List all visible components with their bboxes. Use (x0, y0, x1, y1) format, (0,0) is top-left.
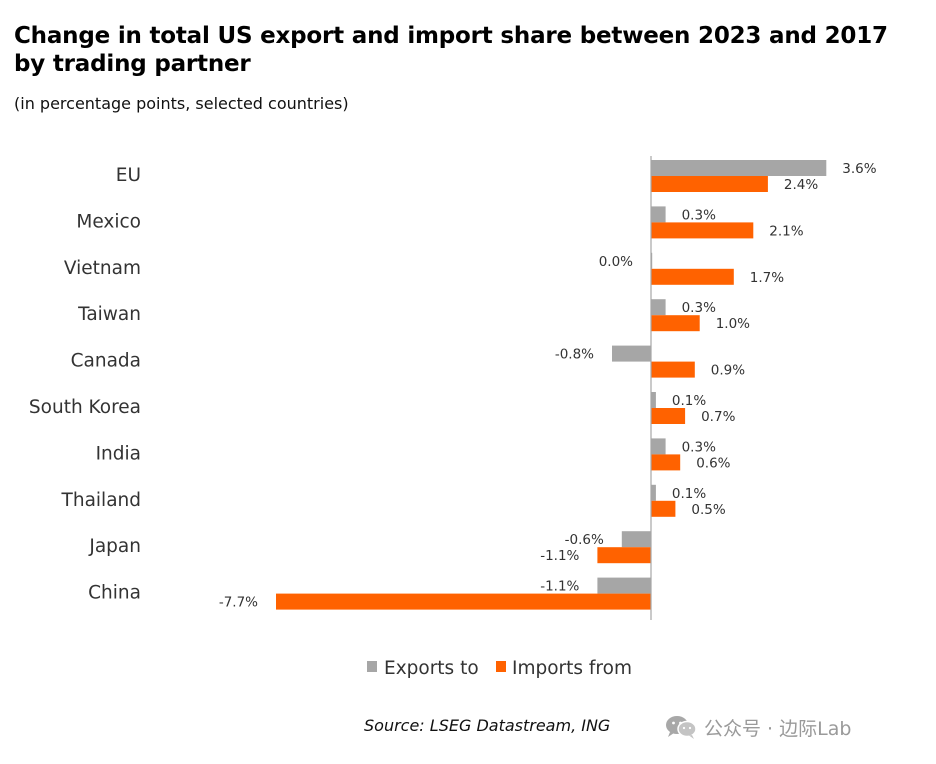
category-label: Taiwan (77, 304, 141, 325)
wechat-icon (666, 716, 697, 739)
bar-exports (651, 484, 656, 501)
bars-layer: EU 3.6% 2.4% Mexico 0.3% 2.1% Vietnam 0.0% 1.7% T… (29, 160, 877, 611)
category-label: China (88, 583, 141, 604)
category-label: Mexico (76, 211, 141, 232)
bar-imports (651, 408, 686, 424)
bar-imports (651, 268, 734, 285)
bar-exports (651, 392, 656, 408)
category-label: Thailand (61, 490, 141, 511)
data-label-imports: 2.1% (769, 223, 803, 239)
bar-exports (651, 160, 827, 176)
watermark-text: 公众号 · 边际Lab (704, 717, 852, 740)
bar-imports (651, 500, 676, 517)
category-label: EU (116, 165, 141, 186)
bar-exports (621, 531, 651, 548)
data-label-imports: 2.4% (784, 177, 818, 193)
legend-label-exports: Exports to (384, 658, 479, 679)
chart-subtitle: (in percentage points, selected countrie… (14, 94, 349, 113)
legend-swatch-imports (496, 661, 506, 672)
data-label-imports: 0.6% (696, 455, 730, 471)
data-label-exports: 0.3% (682, 300, 716, 316)
bar-imports (276, 593, 651, 610)
data-label-imports: 0.7% (701, 409, 735, 425)
data-label-imports: -7.7% (219, 595, 258, 611)
data-label-exports: 0.3% (682, 439, 716, 455)
category-label: South Korea (29, 397, 141, 418)
bar-chart: EU 3.6% 2.4% Mexico 0.3% 2.1% Vietnam 0.0% 1.7% T… (29, 156, 877, 679)
bar-exports (651, 299, 666, 316)
data-label-exports: -0.6% (565, 532, 604, 548)
bar-imports (651, 176, 768, 192)
chart-title: Change in total US export and import sha… (14, 23, 888, 77)
source-note: Source: LSEG Datastream, ING (364, 716, 611, 735)
bar-exports (597, 577, 651, 594)
bar-exports (612, 345, 651, 362)
data-label-imports: 0.9% (711, 363, 745, 379)
category-label: Vietnam (64, 258, 141, 279)
category-label: India (96, 443, 141, 464)
data-label-exports: 3.6% (842, 161, 876, 177)
watermark: 公众号 · 边际Lab (664, 712, 851, 742)
category-label: Canada (71, 351, 141, 372)
data-label-exports: 0.1% (672, 486, 706, 502)
data-label-exports: -0.8% (555, 347, 594, 363)
legend-swatch-exports (367, 661, 377, 672)
data-label-exports: -1.1% (540, 579, 579, 595)
category-label: Japan (88, 536, 141, 557)
data-label-exports: 0.0% (599, 254, 633, 270)
legend: Exports to Imports from (367, 658, 632, 679)
data-label-imports: -1.1% (540, 548, 579, 564)
bar-imports (651, 361, 695, 378)
bar-imports (651, 454, 681, 471)
bar-exports (651, 206, 666, 223)
bar-exports (651, 438, 666, 455)
bar-imports (651, 315, 700, 332)
data-label-exports: 0.1% (672, 393, 706, 409)
data-label-exports: 0.3% (682, 207, 716, 223)
data-label-imports: 0.5% (691, 502, 725, 518)
bar-imports (651, 222, 754, 239)
data-label-imports: 1.0% (716, 316, 750, 332)
bar-imports (597, 547, 651, 564)
data-label-imports: 1.7% (750, 270, 784, 286)
legend-label-imports: Imports from (512, 658, 632, 679)
